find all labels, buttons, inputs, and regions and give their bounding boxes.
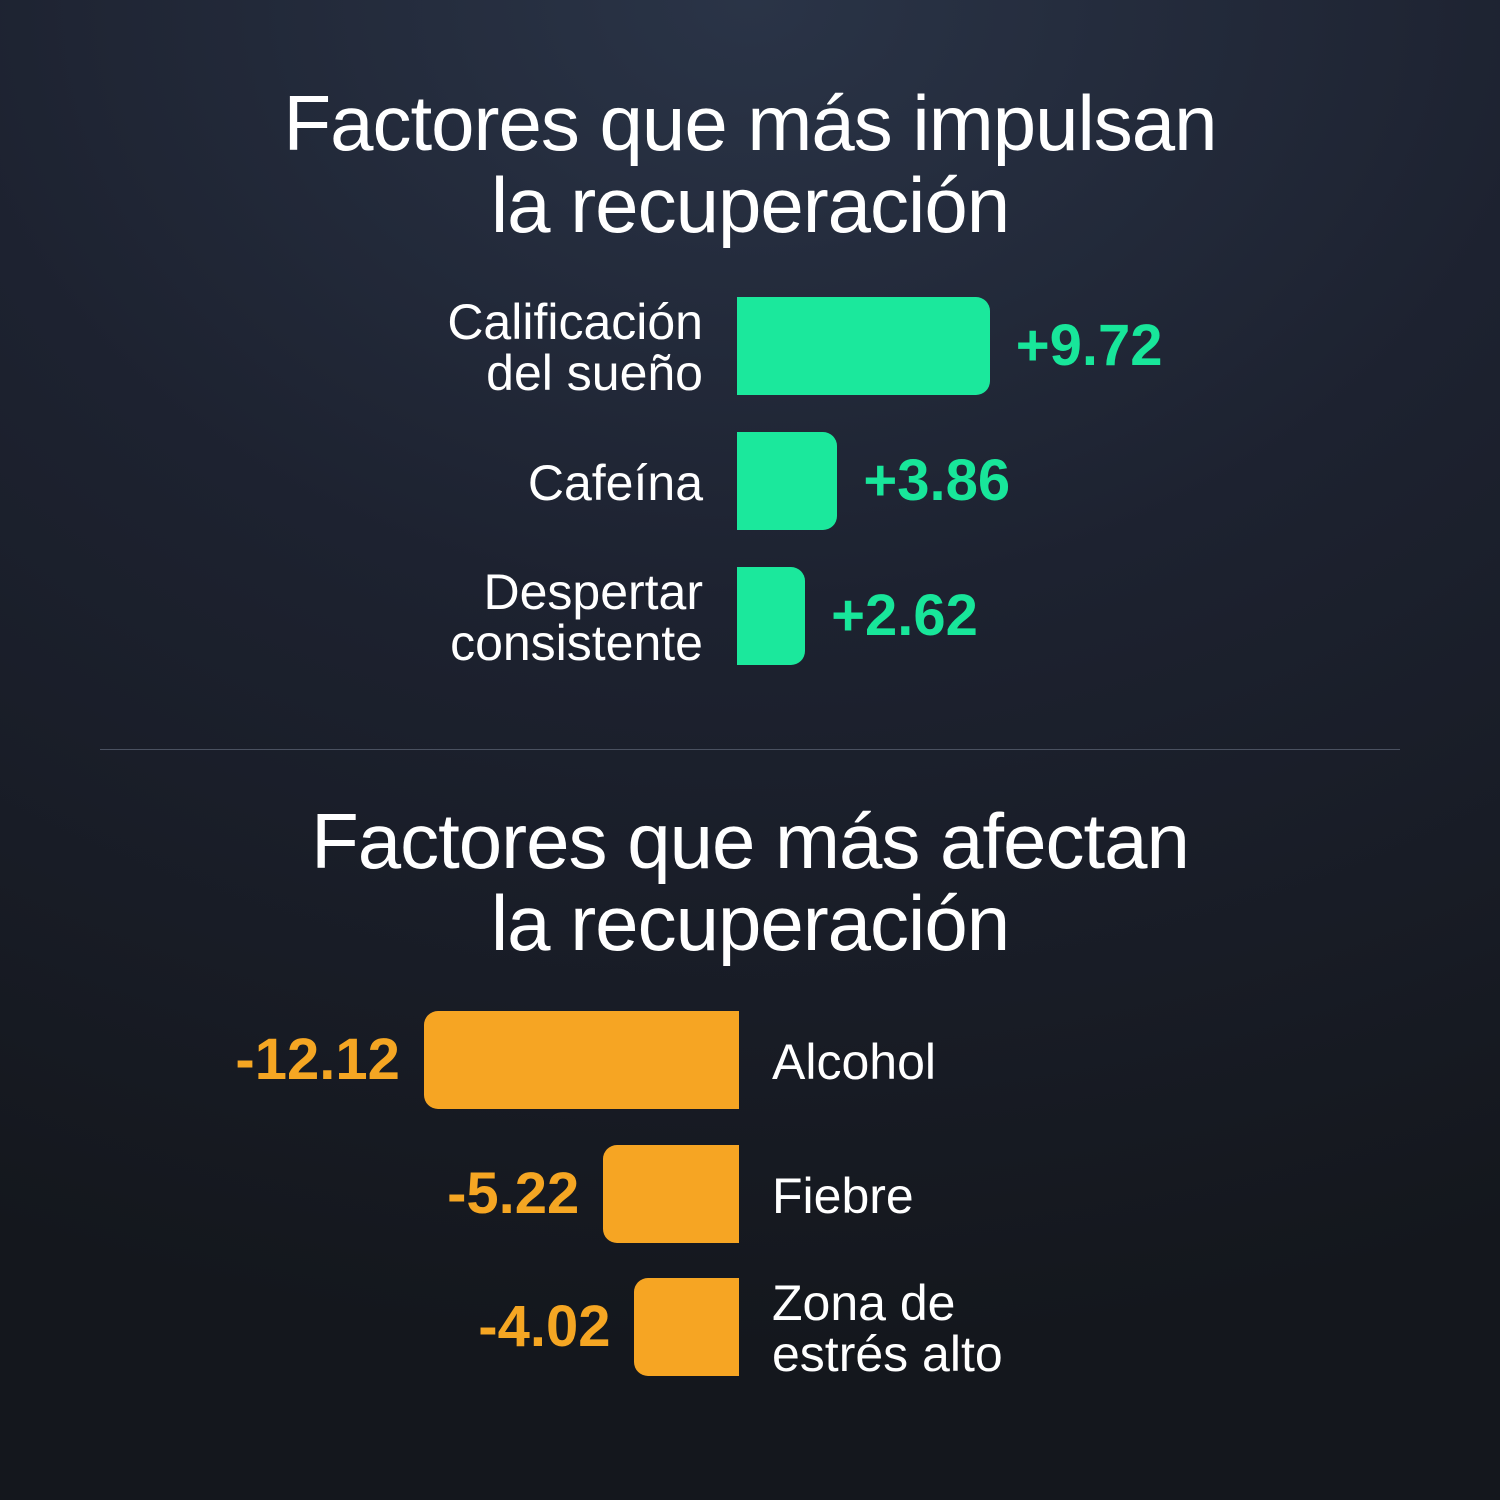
positive-value-label-1: +9.72 <box>1015 313 1163 378</box>
positive-bar-2 <box>737 432 838 530</box>
section-divider <box>100 749 1400 750</box>
negative-category-label-2: Fiebre <box>772 1167 914 1224</box>
positive-category-label-3: Despertar consistente <box>450 567 703 669</box>
positive-category-label-3-line-2: consistente <box>450 615 703 671</box>
positive-value-label-3: +2.62 <box>831 583 978 648</box>
negative-bar-1 <box>423 1011 739 1109</box>
positive-category-label-1: Calificación del sueño <box>447 297 703 399</box>
positive-chart-title: Factores que más impulsan la recuperació… <box>0 82 1500 246</box>
negative-category-label-1-line-1: Alcohol <box>772 1033 936 1090</box>
negative-category-label-3-line-2: estrés alto <box>772 1326 1003 1382</box>
positive-title-line-1: Factores que más impulsan <box>283 79 1217 167</box>
negative-category-label-3-line-1: Zona de <box>772 1275 956 1331</box>
positive-category-label-3-line-1: Despertar <box>483 564 703 620</box>
positive-bar-1 <box>737 297 990 395</box>
positive-category-label-1-line-1: Calificación <box>447 294 703 350</box>
negative-value-label-2: -5.22 <box>447 1161 580 1226</box>
negative-title-line-1: Factores que más afectan <box>311 797 1190 885</box>
negative-bar-2 <box>603 1145 739 1243</box>
positive-value-label-2: +3.86 <box>863 448 1011 513</box>
positive-category-label-1-line-2: del sueño <box>486 345 703 401</box>
negative-title-line-2: la recuperación <box>490 879 1010 967</box>
positive-category-label-2: Cafeína <box>527 454 703 511</box>
negative-value-label-3: -4.02 <box>478 1294 611 1359</box>
negative-bar-3 <box>634 1278 739 1376</box>
positive-category-label-2-line-1: Cafeína <box>527 454 703 511</box>
negative-chart-title: Factores que más afectan la recuperación <box>0 800 1500 964</box>
positive-bar-3 <box>737 567 806 665</box>
negative-category-label-3: Zona de estrés alto <box>772 1278 1003 1380</box>
negative-value-label-1: -12.12 <box>235 1027 400 1092</box>
positive-title-line-2: la recuperación <box>490 161 1010 249</box>
negative-category-label-1: Alcohol <box>772 1033 936 1090</box>
negative-category-label-2-line-1: Fiebre <box>772 1167 914 1224</box>
